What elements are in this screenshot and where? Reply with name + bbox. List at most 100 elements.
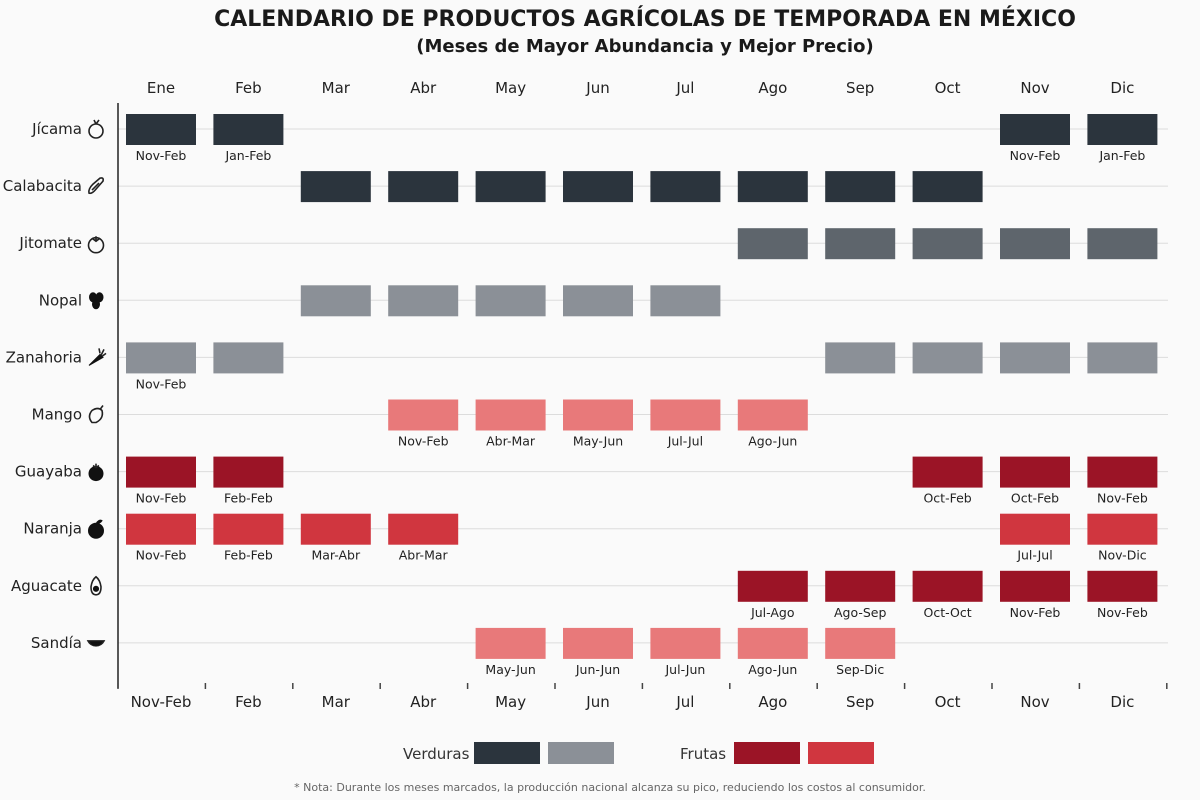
season-cell (300, 171, 371, 203)
chart-subtitle: (Meses de Mayor Abundancia y Mejor Preci… (416, 36, 873, 57)
bottom-month-labels: Nov-Feb Feb Mar Abr May Jun Jul Ago Sep Oct Nov Dic (131, 693, 1135, 711)
bottom-month-label: Jul (675, 693, 694, 711)
top-month-label: Mar (322, 79, 351, 97)
season-cell (737, 171, 808, 203)
season-cell (300, 513, 371, 545)
season-cell-label: Jul-Jul (667, 434, 703, 449)
season-cell (126, 456, 196, 488)
naranja-icon (88, 519, 104, 539)
season-cell-label: Ago-Sep (834, 605, 887, 620)
season-cell (825, 570, 896, 602)
season-cell-label: Oct-Oct (924, 605, 972, 620)
season-cell (1087, 228, 1158, 260)
season-cell-label: Jul-Jun (664, 662, 705, 677)
legend-frutas-label: Frutas (680, 745, 726, 763)
season-cell (1000, 456, 1070, 488)
bottom-month-label: Dic (1110, 693, 1134, 711)
bottom-month-label: Mar (322, 693, 351, 711)
bottom-month-label: Nov (1020, 693, 1049, 711)
season-cell (213, 114, 284, 145)
season-cell-label: Nov-Feb (1010, 605, 1061, 620)
legend-frutas-swatch-light (808, 742, 874, 764)
season-cell (650, 285, 721, 317)
top-month-label: Nov (1020, 79, 1049, 97)
legend: Verduras Frutas (403, 742, 874, 764)
season-cell (912, 171, 983, 203)
mango-icon (88, 405, 104, 424)
season-cell (475, 285, 546, 317)
season-cell-label: Abr-Mar (399, 548, 449, 563)
bottom-month-label: Jun (585, 693, 609, 711)
season-cell (912, 456, 983, 488)
bottom-month-label: Oct (935, 693, 961, 711)
season-cell-label: Oct-Feb (923, 491, 971, 506)
season-cell-label: Jul-Ago (750, 605, 794, 620)
season-cell (563, 171, 633, 203)
top-month-label: Jul (675, 79, 694, 97)
season-cell (388, 171, 459, 203)
season-cell (912, 228, 983, 260)
season-cell (388, 513, 459, 545)
season-cell-label: Nov-Feb (1010, 148, 1061, 163)
season-cell-label: Nov-Feb (1097, 605, 1148, 620)
season-cell-label: Oct-Feb (1011, 491, 1059, 506)
season-cell (1000, 513, 1070, 545)
season-cell (1087, 570, 1158, 602)
season-cell (563, 399, 633, 431)
season-cell (126, 342, 196, 374)
legend-verduras-swatch-dark (474, 742, 540, 764)
row-label: Sandía (31, 634, 82, 652)
season-cell (650, 399, 721, 431)
season-cell-label: Ago-Jun (748, 662, 797, 677)
season-cell-label: Nov-Feb (136, 548, 187, 563)
bottom-month-label: Nov-Feb (131, 693, 192, 711)
season-cell (825, 627, 896, 659)
aguacate-icon (90, 575, 102, 596)
top-month-labels: Ene Feb Mar Abr May Jun Jul Ago Sep Oct Nov Dic (147, 79, 1134, 97)
season-cell (737, 399, 808, 431)
bottom-month-label: May (495, 693, 526, 711)
season-cell-label: Feb-Feb (224, 491, 273, 506)
row-label: Aguacate (11, 577, 82, 595)
season-cell-label: Jan-Feb (1098, 148, 1145, 163)
top-month-label: Ene (147, 79, 175, 97)
top-month-label: Feb (235, 79, 262, 97)
season-cell-label: Sep-Dic (836, 662, 884, 677)
season-cell-label: Ago-Jun (748, 434, 797, 449)
season-cell (825, 171, 896, 203)
top-month-label: Abr (410, 79, 437, 97)
legend-frutas-swatch-dark (734, 742, 800, 764)
season-cell (1087, 342, 1158, 374)
season-cell (737, 228, 808, 260)
season-cell (388, 399, 459, 431)
top-month-label: Jun (585, 79, 609, 97)
bottom-month-label: Sep (846, 693, 874, 711)
season-cell (1087, 456, 1158, 488)
row-label: Calabacita (3, 177, 82, 195)
axes (117, 103, 1168, 689)
season-cell (1000, 114, 1070, 145)
season-cell-label: Mar-Abr (311, 548, 361, 563)
bottom-month-label: Abr (410, 693, 437, 711)
zanahoria-icon (88, 348, 107, 366)
season-cell-label: May-Jun (485, 662, 535, 677)
season-cell-label: Nov-Dic (1098, 548, 1147, 563)
row-label: Naranja (23, 520, 82, 538)
season-cell (1087, 114, 1158, 145)
season-cell (388, 285, 459, 317)
season-cell (650, 627, 721, 659)
season-cell (737, 627, 808, 659)
season-cell-label: Nov-Feb (136, 148, 187, 163)
season-cell (126, 114, 196, 145)
top-month-label: Oct (935, 79, 961, 97)
season-cell (1000, 342, 1070, 374)
season-cell (300, 285, 371, 317)
season-cell (213, 342, 284, 374)
guayaba-icon (88, 463, 104, 482)
season-cell (1000, 570, 1070, 602)
season-cell (126, 513, 196, 545)
season-cell (475, 627, 546, 659)
season-cell (475, 171, 546, 203)
season-cell (737, 570, 808, 602)
